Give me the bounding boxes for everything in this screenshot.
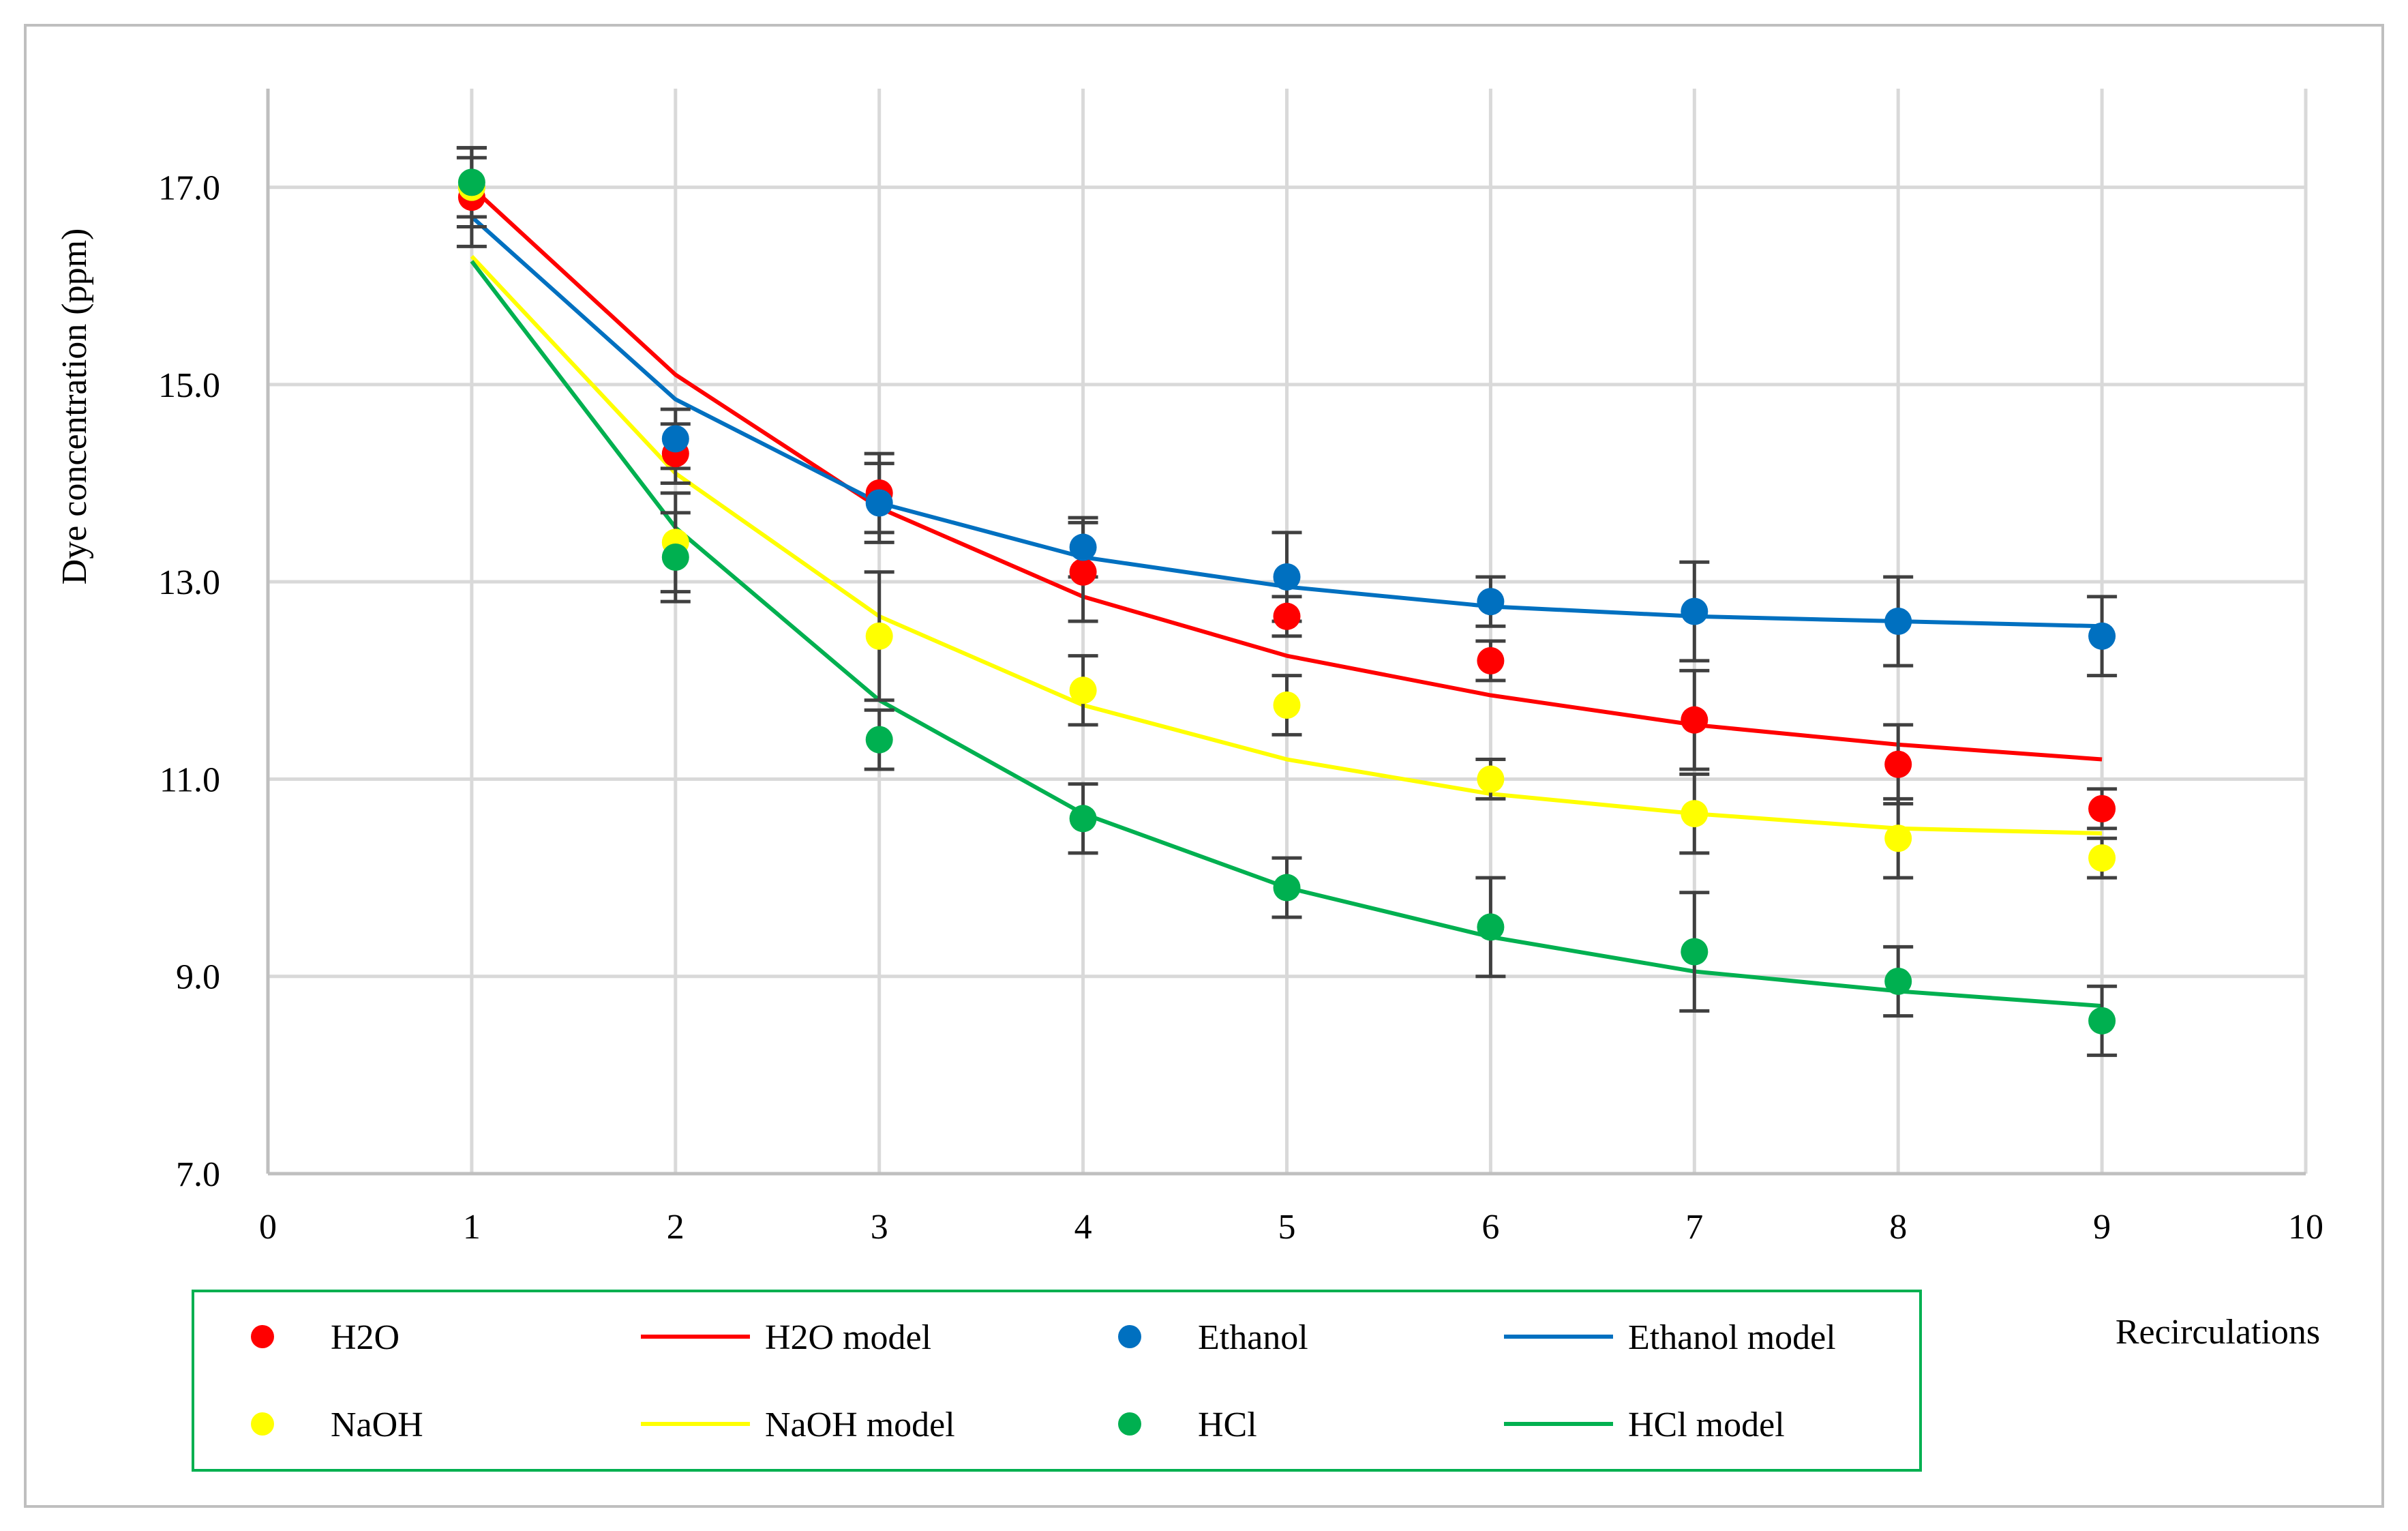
data-point-hcl — [865, 726, 893, 754]
data-point-ethanol — [661, 425, 689, 453]
axes — [266, 89, 2306, 1176]
data-point-h2o — [1681, 706, 1709, 734]
x-tick-label: 3 — [871, 1208, 888, 1247]
data-point-naoh — [1273, 691, 1301, 719]
data-point-ethanol — [2088, 622, 2116, 650]
data-point-hcl — [1884, 967, 1912, 995]
data-point-ethanol — [1273, 563, 1301, 591]
legend-label: H2O — [331, 1318, 400, 1357]
legend-box — [192, 1290, 1922, 1472]
x-tick-label: 6 — [1481, 1208, 1499, 1247]
legend: H2O H2O model Ethanol Ethanol model NaOH NaOH… — [251, 1318, 1836, 1444]
series-line-naoh-model — [470, 254, 2103, 836]
data-point-hcl — [1273, 874, 1301, 902]
data-point-naoh — [1069, 677, 1097, 704]
data-point-naoh — [865, 622, 893, 650]
y-axis-label: Dye concentration (ppm) — [55, 228, 94, 585]
plot-area — [456, 146, 2118, 1057]
legend-label: HCl model — [1628, 1406, 1785, 1444]
legend-marker — [1118, 1412, 1141, 1436]
legend-label: NaOH model — [765, 1406, 955, 1444]
legend-label: Ethanol model — [1628, 1318, 1836, 1357]
data-point-ethanol — [1069, 533, 1097, 561]
data-point-h2o — [1477, 646, 1505, 674]
data-point-hcl — [2088, 1007, 2116, 1035]
data-point-hcl — [661, 544, 689, 571]
x-tick-label: 5 — [1278, 1208, 1296, 1247]
legend-label: HCl — [1198, 1406, 1257, 1444]
x-tick-label: 8 — [1889, 1208, 1907, 1247]
data-point-ethanol — [1477, 588, 1505, 616]
x-tick-label: 1 — [463, 1208, 481, 1247]
x-tick-label: 9 — [2093, 1208, 2111, 1247]
data-point-hcl — [1681, 938, 1709, 966]
data-point-hcl — [1477, 913, 1505, 941]
data-point-naoh — [2088, 844, 2116, 872]
x-axis-label: Recirculations — [2116, 1313, 2320, 1352]
data-point-h2o — [1273, 602, 1301, 630]
legend-marker — [251, 1325, 274, 1348]
x-tick-label: 4 — [1074, 1208, 1092, 1247]
x-tick-label: 10 — [2288, 1208, 2323, 1247]
y-tick-label: 15.0 — [158, 366, 220, 405]
tick-labels: 0 1 2 3 4 5 6 7 8 9 10 7.0 9.0 11.0 13.0 15.0 17.0 — [158, 169, 2323, 1247]
data-point-h2o — [2088, 794, 2116, 822]
legend-label: H2O model — [765, 1318, 931, 1357]
y-tick-label: 13.0 — [158, 563, 220, 602]
y-tick-label: 9.0 — [176, 958, 220, 997]
data-point-h2o — [1884, 750, 1912, 778]
legend-marker — [251, 1412, 274, 1436]
legend-label: NaOH — [331, 1406, 423, 1444]
y-tick-label: 17.0 — [158, 169, 220, 208]
data-point-ethanol — [1681, 597, 1709, 625]
x-tick-label: 2 — [667, 1208, 684, 1247]
legend-label: Ethanol — [1198, 1318, 1308, 1357]
data-point-hcl — [457, 168, 485, 196]
y-tick-label: 11.0 — [160, 760, 220, 799]
data-point-ethanol — [1884, 608, 1912, 636]
series-line-h2o-model — [470, 185, 2103, 762]
x-tick-label: 7 — [1685, 1208, 1703, 1247]
data-point-naoh — [1884, 824, 1912, 852]
data-point-hcl — [1069, 805, 1097, 833]
data-point-h2o — [1069, 558, 1097, 586]
data-point-naoh — [1477, 765, 1505, 793]
legend-marker — [1118, 1325, 1141, 1348]
y-tick-label: 7.0 — [176, 1155, 220, 1194]
x-tick-label: 0 — [259, 1208, 277, 1247]
data-point-naoh — [1681, 800, 1709, 828]
data-point-ethanol — [865, 489, 893, 517]
chart-frame — [24, 24, 2384, 1508]
